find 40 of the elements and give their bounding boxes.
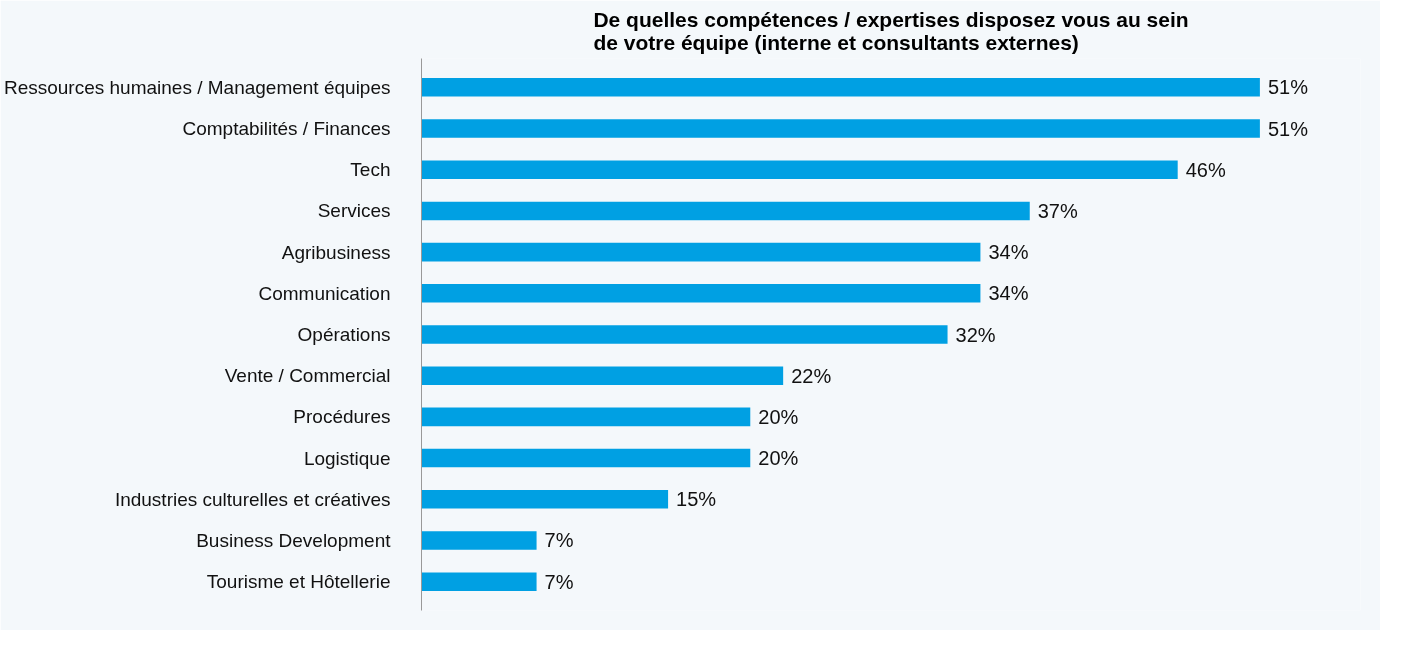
y-tick-label: Procédures [293,406,391,428]
data-label: 20% [758,405,799,428]
y-tick-label: Ressources humaines / Management équipes [3,76,391,98]
data-label: 46% [1185,158,1226,181]
bar [421,407,751,427]
bar [421,284,981,303]
data-label: 37% [1037,199,1078,222]
bar [421,366,784,385]
data-label: 15% [676,488,717,511]
data-label: 51% [1267,117,1309,140]
y-tick-label: Tourisme et Hôtellerie [206,571,391,593]
data-label: 7% [544,570,574,593]
bar [421,448,751,468]
y-tick-label: Logistique [303,447,391,469]
bar [421,119,1260,138]
bar [421,201,1030,221]
bar [421,531,537,550]
chart-title: De quelles compétences / expertises disposez vous au sein de votre équipe (interne et consultants externes) [593,7,1189,54]
y-tick-label: Vente / Commercial [224,365,391,387]
data-label: 7% [544,529,574,552]
bar [421,490,669,509]
y-tick-label: Business Development [196,529,392,551]
bar [421,160,1178,179]
y-tick-label: Agribusiness [281,241,391,263]
bar [421,572,537,591]
y-tick-label: Communication [258,282,391,304]
data-label: 34% [988,241,1029,264]
y-tick-label: Tech [350,159,391,181]
data-label: 51% [1267,76,1309,99]
data-label: 22% [791,364,832,387]
data-label: 32% [955,323,996,346]
y-tick-label: Opérations [297,324,391,345]
y-tick-label: Services [317,200,391,222]
data-label: 20% [758,447,799,470]
data-label: 34% [988,282,1029,305]
bar [421,325,948,344]
bar [421,242,981,262]
y-tick-label: Comptabilités / Finances [182,118,391,140]
bar [421,78,1260,97]
y-tick-label: Industries culturelles et créatives [114,488,391,510]
